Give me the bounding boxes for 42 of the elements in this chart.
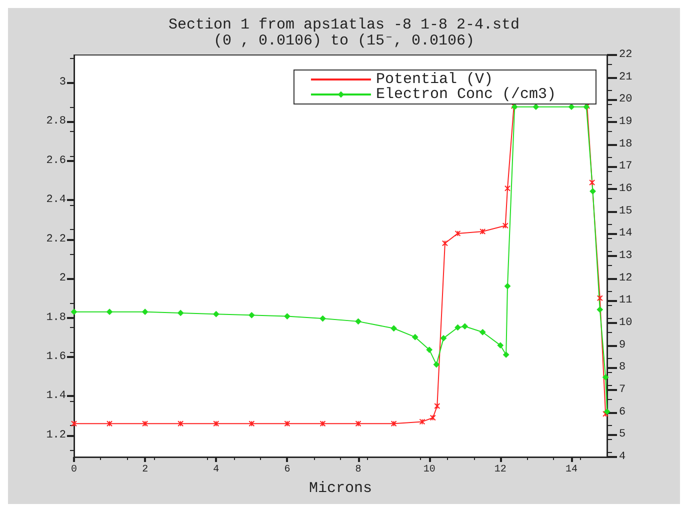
y2-tick-label: 5 <box>619 428 626 441</box>
y2-tick-label: 21 <box>619 71 633 84</box>
y-tick-label: 1.8 <box>46 312 66 324</box>
x-tick-label: 12 <box>494 464 506 476</box>
y2-tick-label: 6 <box>619 406 626 418</box>
y2-tick-label: 22 <box>619 49 632 61</box>
y2-tick-label: 9 <box>619 339 626 352</box>
chart-title: Section 1 from aps1atlas -8 1-8 2-4.std <box>168 16 520 34</box>
x-tick-label: 4 <box>213 464 220 476</box>
y2-tick-label: 19 <box>619 116 632 128</box>
chart-subtitle: (0 , 0.0106) to (15⁻, 0.0106) <box>213 32 475 50</box>
y2-tick-label: 13 <box>619 250 632 262</box>
y2-tick-label: 4 <box>619 451 626 463</box>
x-tick-label: 0 <box>70 464 78 476</box>
y2-tick-label: 17 <box>619 160 632 173</box>
x-tick-label: 8 <box>355 464 362 476</box>
y2-tick-label: 18 <box>619 138 632 150</box>
y-tick-label: 2.4 <box>46 194 66 206</box>
y-tick-label: 2 <box>59 272 66 285</box>
legend-label: Potential (V) <box>376 71 493 88</box>
x-tick-label: 6 <box>284 464 290 476</box>
y-tick-label: 2.6 <box>46 154 66 167</box>
y-tick-label: 1.6 <box>46 350 66 363</box>
x-tick-label: 14 <box>565 464 578 476</box>
y2-tick-label: 14 <box>619 228 633 240</box>
y-tick-label: 2.8 <box>46 116 66 128</box>
legend-label: Electron Conc (/cm3) <box>376 86 556 103</box>
y-tick-label: 3 <box>59 76 66 88</box>
x-tick-label: 10 <box>423 464 436 476</box>
y2-tick-label: 10 <box>619 317 632 329</box>
y-tick-label: 1.4 <box>46 390 66 402</box>
y2-tick-label: 12 <box>619 272 632 284</box>
y2-tick-label: 11 <box>619 294 633 307</box>
x-axis-title: Microns <box>308 480 372 497</box>
y2-tick-label: 20 <box>619 94 632 106</box>
y2-tick-label: 16 <box>619 183 632 195</box>
y-tick-label: 2.2 <box>46 233 66 246</box>
y2-tick-label: 8 <box>619 362 626 374</box>
y-tick-label: 1.2 <box>46 429 66 442</box>
x-tick-label: 2 <box>142 464 148 476</box>
y2-tick-label: 15 <box>619 205 632 218</box>
y2-tick-label: 7 <box>619 384 626 396</box>
